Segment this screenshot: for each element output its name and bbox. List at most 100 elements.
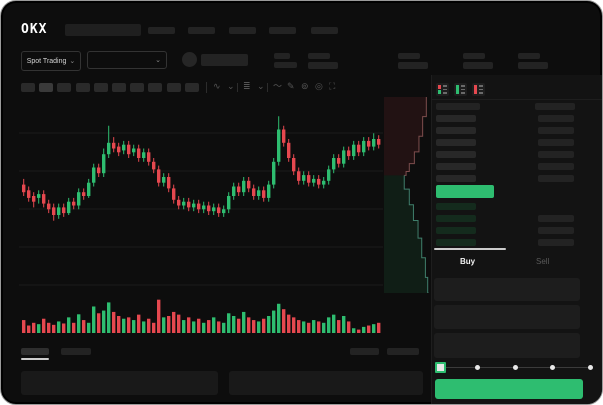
timeframe-button[interactable]: [184, 83, 199, 92]
pair-name-placeholder: [201, 54, 248, 66]
candlestick-chart[interactable]: [19, 97, 383, 337]
market-type-label: Spot Trading: [26, 57, 67, 65]
timeframe-button[interactable]: [57, 83, 72, 92]
fullscreen-icon[interactable]: ⛶: [329, 81, 336, 91]
bottom-panel-left: [21, 371, 218, 395]
panel-divider: [432, 99, 602, 100]
nav-item-placeholder[interactable]: [148, 27, 175, 34]
: [479, 88, 483, 90]
stat-value-placeholder: [308, 62, 338, 69]
book-asks-icon[interactable]: [472, 83, 485, 96]
stat-label-placeholder: [518, 53, 540, 59]
ask-price-placeholder[interactable]: [436, 175, 476, 182]
bottom-link-placeholder[interactable]: [387, 348, 419, 355]
timeframe-button[interactable]: [166, 83, 181, 92]
bid-price-placeholder[interactable]: [436, 203, 476, 210]
timeframe-button[interactable]: [21, 83, 35, 92]
slider-stop-dot[interactable]: [550, 365, 555, 370]
stat-label-placeholder: [308, 53, 330, 59]
total-input[interactable]: [434, 333, 580, 358]
bottom-tab-underline: [21, 358, 49, 360]
slider-stop-dot[interactable]: [587, 365, 593, 370]
depth-chart: [384, 97, 429, 293]
ask-amount-placeholder: [538, 151, 574, 158]
ask-amount-placeholder: [538, 127, 574, 134]
bid-price-placeholder[interactable]: [436, 227, 476, 234]
bottom-tab-history[interactable]: [61, 348, 91, 355]
settings-target-icon[interactable]: ◎: [315, 81, 323, 91]
stat-label-placeholder: [463, 53, 485, 59]
timeframe-button[interactable]: [112, 83, 126, 92]
price-input[interactable]: [434, 278, 580, 301]
timeframe-button[interactable]: [148, 83, 163, 92]
: [443, 88, 447, 90]
toolbar-divider: [237, 83, 238, 92]
last-price-highlight[interactable]: [436, 185, 494, 198]
nav-item-placeholder[interactable]: [229, 27, 256, 34]
timeframe-button[interactable]: [75, 83, 90, 92]
bid-price-placeholder[interactable]: [436, 215, 476, 222]
buy-submit-button[interactable]: [435, 379, 583, 399]
line-tool-icon[interactable]: 〜: [273, 81, 283, 91]
active-tab-indicator: [434, 248, 506, 250]
ask-price-placeholder[interactable]: [436, 115, 476, 122]
okx-logo[interactable]: OKX: [21, 22, 48, 37]
percent-slider-handle[interactable]: [435, 362, 446, 373]
slider-stop-dot[interactable]: [512, 365, 518, 370]
: [461, 85, 465, 87]
order-book-panel: Buy Sell: [431, 75, 602, 404]
search-input[interactable]: [65, 24, 141, 36]
ob-header-price-placeholder: [436, 103, 480, 110]
amount-input[interactable]: [434, 305, 580, 329]
bid-amount-placeholder: [538, 227, 574, 234]
: [479, 85, 483, 87]
timeframe-button[interactable]: [39, 83, 54, 92]
price-change-placeholder: [274, 62, 297, 68]
timeframe-button[interactable]: [93, 83, 108, 92]
bid-price-placeholder[interactable]: [436, 239, 476, 246]
timeframe-button[interactable]: [130, 83, 145, 92]
candle-style-icon[interactable]: ≣: [243, 81, 251, 91]
: [474, 85, 477, 94]
: [438, 85, 441, 89]
chevron-down-icon[interactable]: ⌄: [227, 81, 235, 91]
bid-amount-placeholder: [538, 215, 574, 222]
toolbar-divider: [267, 83, 268, 92]
wave-indicator-icon[interactable]: ∿: [213, 81, 221, 91]
book-bids-icon[interactable]: [454, 83, 467, 96]
pencil-icon[interactable]: ✎: [287, 81, 295, 91]
ask-amount-placeholder: [538, 139, 574, 146]
ask-amount-placeholder: [538, 175, 574, 182]
bottom-tab-orders[interactable]: [21, 348, 49, 355]
stat-value-placeholder: [398, 62, 428, 69]
camera-icon[interactable]: ⊚: [301, 81, 309, 91]
nav-item-placeholder[interactable]: [188, 27, 215, 34]
chevron-down-icon[interactable]: ⌄: [257, 81, 265, 91]
ask-amount-placeholder: [538, 115, 574, 122]
nav-item-placeholder[interactable]: [311, 27, 338, 34]
toolbar-divider: [206, 82, 207, 93]
slider-stop-dot[interactable]: [475, 365, 480, 370]
token-avatar: [182, 52, 197, 67]
nav-item-placeholder[interactable]: [269, 27, 296, 34]
tab-buy[interactable]: Buy: [460, 257, 476, 266]
bottom-link-placeholder[interactable]: [350, 348, 379, 355]
ask-price-placeholder[interactable]: [436, 127, 476, 134]
: [461, 92, 465, 94]
ask-price-placeholder[interactable]: [436, 151, 476, 158]
: [456, 85, 459, 94]
book-both-icon[interactable]: [436, 83, 449, 96]
last-price-placeholder: [274, 53, 290, 59]
tab-sell[interactable]: Sell: [536, 257, 550, 266]
: [443, 85, 447, 87]
stat-value-placeholder: [463, 62, 493, 69]
ask-price-placeholder[interactable]: [436, 163, 476, 170]
: [479, 92, 483, 94]
ask-price-placeholder[interactable]: [436, 139, 476, 146]
market-type-selector[interactable]: Spot Trading ⌄: [21, 51, 81, 71]
pair-selector[interactable]: ⌄: [87, 51, 167, 69]
bid-amount-placeholder: [538, 239, 574, 246]
: [461, 88, 465, 90]
chevron-down-icon: ⌄: [155, 56, 161, 64]
